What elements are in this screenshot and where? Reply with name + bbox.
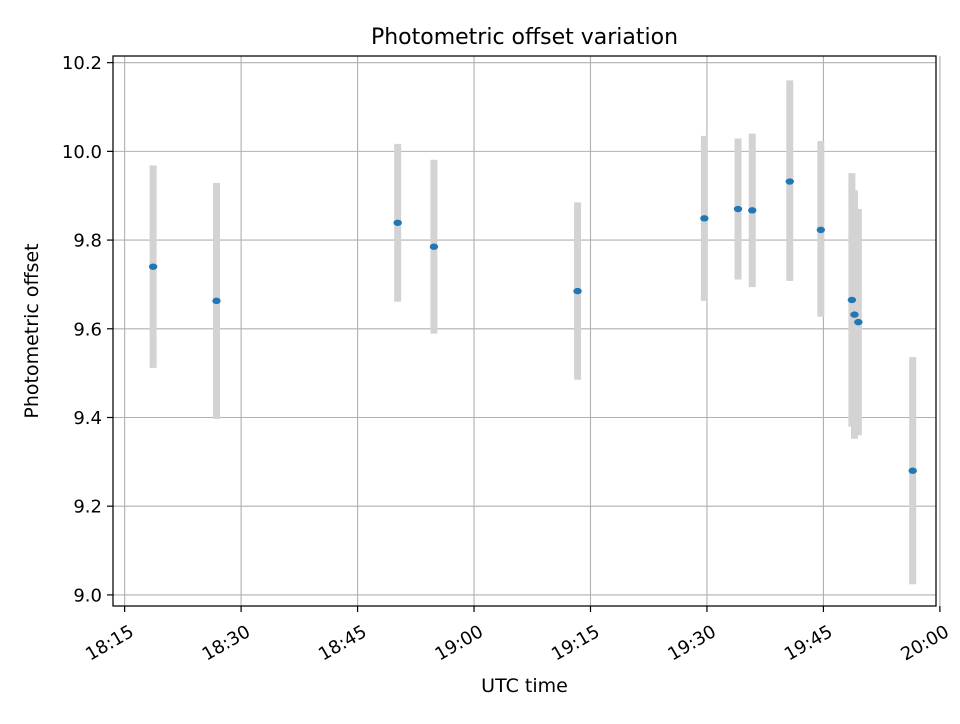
data-point [854, 318, 863, 326]
x-axis-label: UTC time [481, 675, 568, 697]
y-tick-label: 10.0 [62, 142, 102, 163]
data-point [908, 467, 917, 474]
data-point [573, 287, 582, 295]
plot-frame [112, 55, 937, 607]
data-point [700, 215, 709, 222]
y-tick-label: 9.8 [73, 231, 102, 252]
data-point [816, 226, 826, 234]
y-tick-label: 9.0 [73, 585, 102, 606]
y-tick-label: 9.4 [73, 408, 102, 429]
data-point [748, 207, 757, 214]
y-tick-label: 10.2 [62, 53, 102, 74]
data-point [212, 297, 221, 305]
data-point [785, 178, 794, 185]
y-axis-label: Photometric offset [21, 243, 43, 418]
data-point [847, 296, 857, 304]
data-point [850, 311, 859, 318]
data-point [429, 243, 439, 250]
y-axis-ticks: 9.0 9.2 9.4 9.6 9.8 10.0 10.2 [62, 53, 113, 606]
data-point [393, 219, 402, 226]
data-point [148, 263, 158, 270]
data-points [148, 178, 917, 474]
chart-title: Photometric offset variation [371, 25, 678, 50]
data-point [733, 205, 743, 213]
y-tick-label: 9.2 [73, 497, 102, 518]
y-tick-label: 9.6 [73, 319, 102, 340]
